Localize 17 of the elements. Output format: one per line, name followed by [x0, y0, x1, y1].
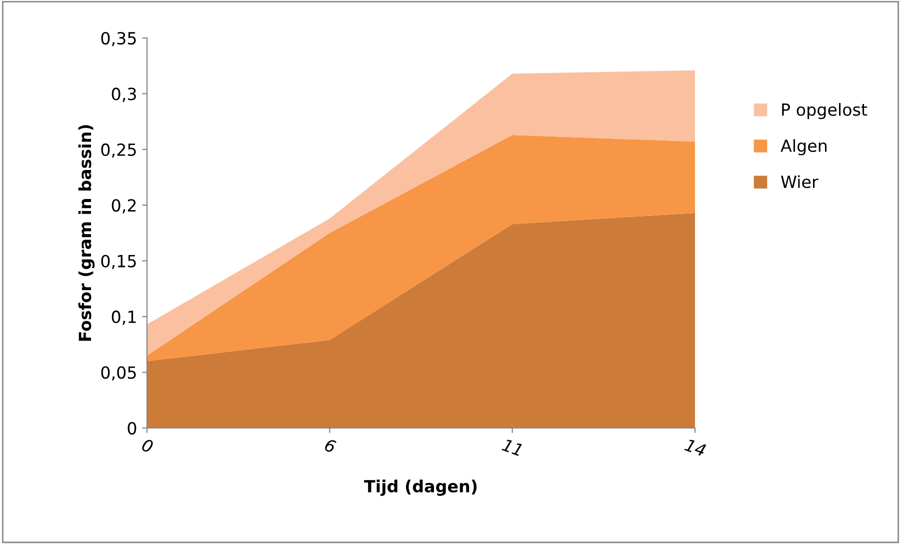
y-tick-label: 0,3: [112, 88, 136, 102]
x-tick-label: 11: [502, 438, 523, 456]
legend-label: Algen: [780, 139, 827, 156]
y-tick-label: 0,1: [112, 310, 136, 325]
x-tick-label: 14: [684, 438, 706, 456]
y-axis-title: Fosfor (gram in bassin): [78, 125, 95, 341]
legend-label: Wier: [781, 175, 818, 188]
legend-label: P opgelost: [782, 103, 868, 120]
y-tick-label: 0,15: [101, 254, 136, 270]
x-tick-label: 0: [141, 438, 154, 454]
y-tick-label: 0: [128, 422, 136, 435]
x-tick-label: 6: [324, 438, 337, 454]
y-tick-label: 0,05: [101, 366, 136, 381]
y-tick-label: 0,25: [101, 143, 136, 158]
x-axis-title: Tijd (dagen): [364, 480, 477, 496]
y-tick-label: 0,2: [112, 199, 136, 214]
y-tick-label: 0,35: [101, 32, 136, 46]
